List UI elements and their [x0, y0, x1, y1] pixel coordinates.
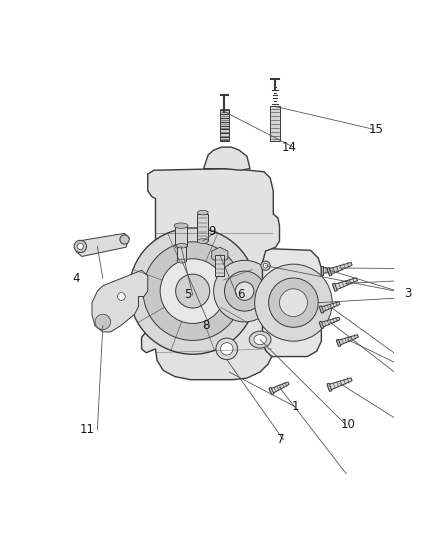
- FancyBboxPatch shape: [175, 227, 187, 246]
- Polygon shape: [269, 387, 274, 395]
- FancyBboxPatch shape: [177, 247, 187, 261]
- Circle shape: [95, 314, 110, 329]
- Circle shape: [261, 261, 270, 270]
- Circle shape: [263, 263, 268, 268]
- Polygon shape: [319, 302, 340, 312]
- Polygon shape: [321, 265, 323, 275]
- Circle shape: [74, 240, 87, 253]
- Polygon shape: [321, 267, 339, 273]
- Ellipse shape: [198, 210, 208, 215]
- Polygon shape: [327, 383, 332, 391]
- Circle shape: [117, 293, 125, 301]
- Circle shape: [268, 278, 318, 327]
- Polygon shape: [332, 283, 337, 292]
- Polygon shape: [204, 147, 250, 170]
- Text: 10: 10: [340, 418, 355, 431]
- Polygon shape: [141, 168, 279, 379]
- Ellipse shape: [174, 223, 188, 228]
- Polygon shape: [319, 321, 324, 329]
- Circle shape: [279, 289, 307, 317]
- Ellipse shape: [177, 259, 187, 263]
- Polygon shape: [92, 270, 148, 332]
- Circle shape: [160, 259, 225, 324]
- FancyBboxPatch shape: [198, 214, 208, 241]
- Text: 7: 7: [276, 433, 284, 446]
- Polygon shape: [319, 317, 340, 328]
- Polygon shape: [212, 247, 228, 263]
- Text: 6: 6: [237, 288, 244, 302]
- Circle shape: [255, 264, 332, 341]
- Text: 15: 15: [369, 123, 384, 136]
- Ellipse shape: [177, 244, 187, 248]
- Ellipse shape: [175, 244, 187, 249]
- Ellipse shape: [198, 239, 208, 244]
- Text: 4: 4: [72, 271, 79, 285]
- Circle shape: [143, 242, 242, 341]
- Polygon shape: [327, 268, 332, 276]
- Polygon shape: [269, 382, 289, 394]
- Circle shape: [235, 282, 254, 301]
- Circle shape: [77, 244, 83, 249]
- Ellipse shape: [254, 335, 266, 345]
- Text: 14: 14: [281, 141, 296, 154]
- FancyBboxPatch shape: [270, 106, 279, 141]
- Text: 1: 1: [291, 400, 299, 413]
- Polygon shape: [327, 262, 352, 275]
- Polygon shape: [336, 339, 341, 346]
- FancyBboxPatch shape: [215, 255, 224, 277]
- Text: 9: 9: [208, 225, 216, 238]
- Circle shape: [221, 343, 233, 355]
- Polygon shape: [77, 233, 129, 256]
- FancyBboxPatch shape: [220, 110, 229, 141]
- Polygon shape: [262, 249, 321, 357]
- Circle shape: [224, 271, 265, 311]
- Ellipse shape: [249, 331, 271, 348]
- Polygon shape: [333, 278, 357, 290]
- Text: 11: 11: [80, 423, 95, 436]
- Polygon shape: [327, 378, 352, 391]
- Circle shape: [120, 235, 129, 244]
- Circle shape: [176, 274, 210, 308]
- Text: 8: 8: [202, 319, 209, 332]
- Circle shape: [129, 228, 256, 354]
- Circle shape: [216, 338, 238, 360]
- Polygon shape: [319, 306, 324, 313]
- Polygon shape: [336, 335, 358, 346]
- Text: 3: 3: [404, 287, 411, 300]
- Text: 5: 5: [184, 288, 192, 302]
- Circle shape: [214, 260, 276, 322]
